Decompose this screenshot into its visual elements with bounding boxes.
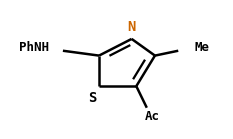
- Text: N: N: [127, 20, 136, 34]
- Text: Me: Me: [195, 41, 209, 54]
- Text: PhNH: PhNH: [19, 41, 49, 54]
- Text: Ac: Ac: [145, 110, 160, 123]
- Text: S: S: [88, 91, 96, 105]
